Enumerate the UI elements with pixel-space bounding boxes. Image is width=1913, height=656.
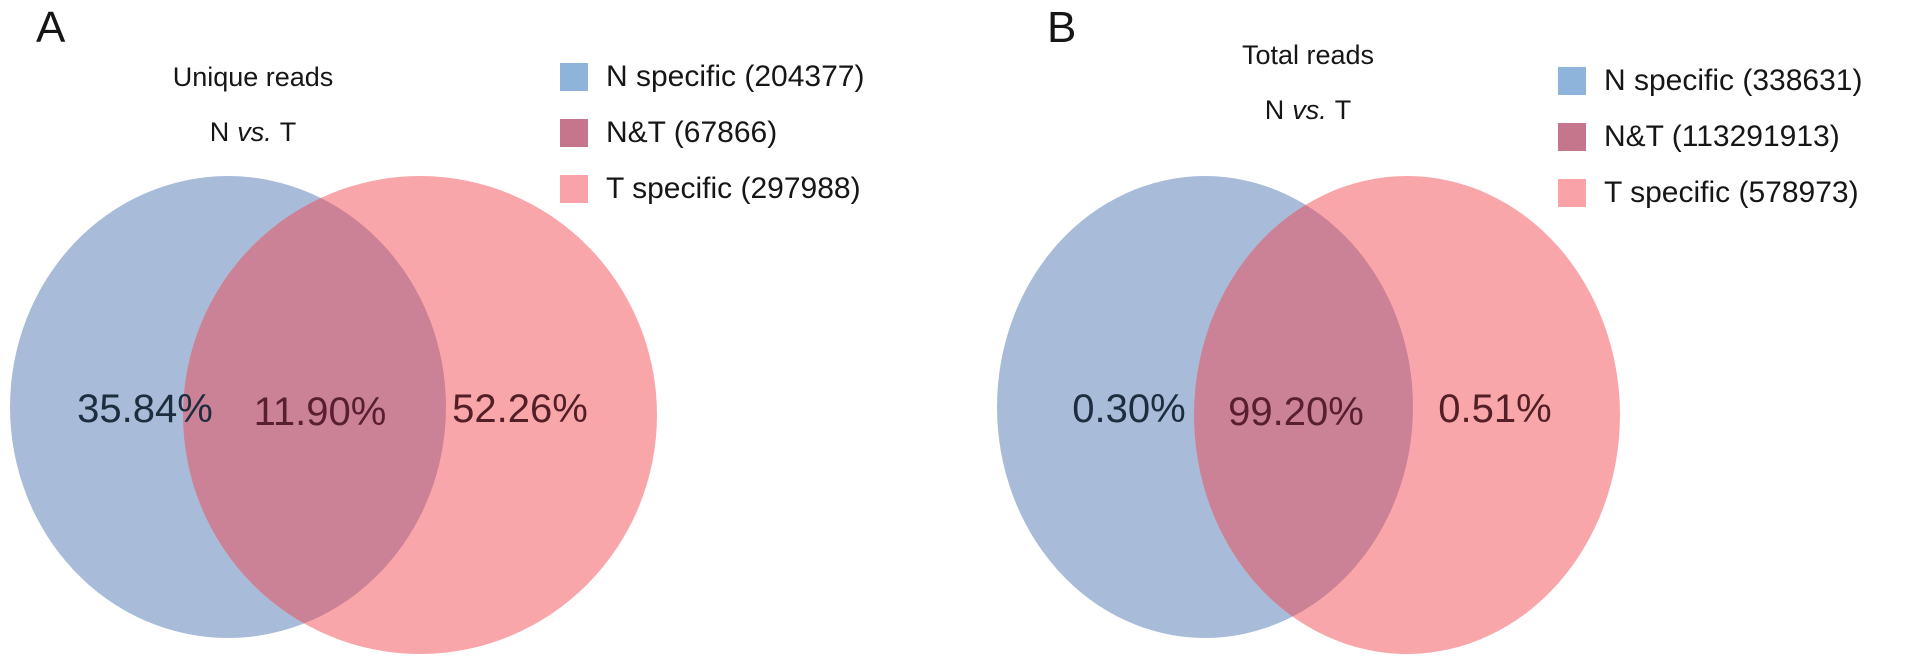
vs-text: vs. <box>237 117 272 147</box>
legend-swatch-icon <box>1558 67 1586 95</box>
legend-label: N specific (204377) <box>606 60 865 93</box>
legend-swatch-icon <box>1558 179 1586 207</box>
legend-item-t-specific: T specific (578973) <box>1558 178 1862 208</box>
venn-diagram-a: 35.84% 11.90% 52.26% <box>10 176 657 654</box>
legend-item-n-and-t: N&T (67866) <box>560 118 864 148</box>
legend-item-t-specific: T specific (297988) <box>560 174 864 204</box>
venn-diagram-b: 0.30% 99.20% 0.51% <box>997 176 1620 654</box>
percent-label-n-specific: 0.30% <box>1072 387 1185 431</box>
overlap-region <box>1194 176 1413 638</box>
legend-label: N&T (67866) <box>606 116 778 149</box>
legend-swatch-icon <box>1558 123 1586 151</box>
legend-b: N specific (338631) N&T (113291913) T sp… <box>1558 66 1862 208</box>
percent-label-t-specific: 52.26% <box>452 387 588 431</box>
legend-label: T specific (578973) <box>1604 176 1859 209</box>
vs-text: vs. <box>1292 95 1327 125</box>
legend-swatch-icon <box>560 119 588 147</box>
legend-item-n-specific: N specific (204377) <box>560 62 864 92</box>
left-set-name: N <box>1264 95 1285 125</box>
overlap-region <box>183 176 446 638</box>
legend-a: N specific (204377) N&T (67866) T specif… <box>560 62 864 204</box>
right-set-name: T <box>279 117 297 147</box>
legend-item-n-and-t: N&T (113291913) <box>1558 122 1862 152</box>
legend-label: N specific (338631) <box>1604 64 1863 97</box>
legend-swatch-icon <box>560 63 588 91</box>
title-text: Total reads <box>1241 40 1375 70</box>
percent-label-t-specific: 0.51% <box>1438 387 1551 431</box>
percent-label-n-and-t: 11.90% <box>254 390 387 434</box>
percent-label-n-and-t: 99.20% <box>1228 390 1364 434</box>
legend-label: T specific (297988) <box>606 172 861 205</box>
title-text: Unique reads <box>172 62 334 92</box>
right-set-name: T <box>1334 95 1352 125</box>
panel-label-a: A <box>36 3 66 52</box>
percent-label-n-specific: 35.84% <box>77 387 213 431</box>
legend-item-n-specific: N specific (338631) <box>1558 66 1862 96</box>
legend-label: N&T (113291913) <box>1604 120 1840 153</box>
panel-label-b: B <box>1047 3 1077 52</box>
left-set-name: N <box>209 117 230 147</box>
legend-swatch-icon <box>560 175 588 203</box>
